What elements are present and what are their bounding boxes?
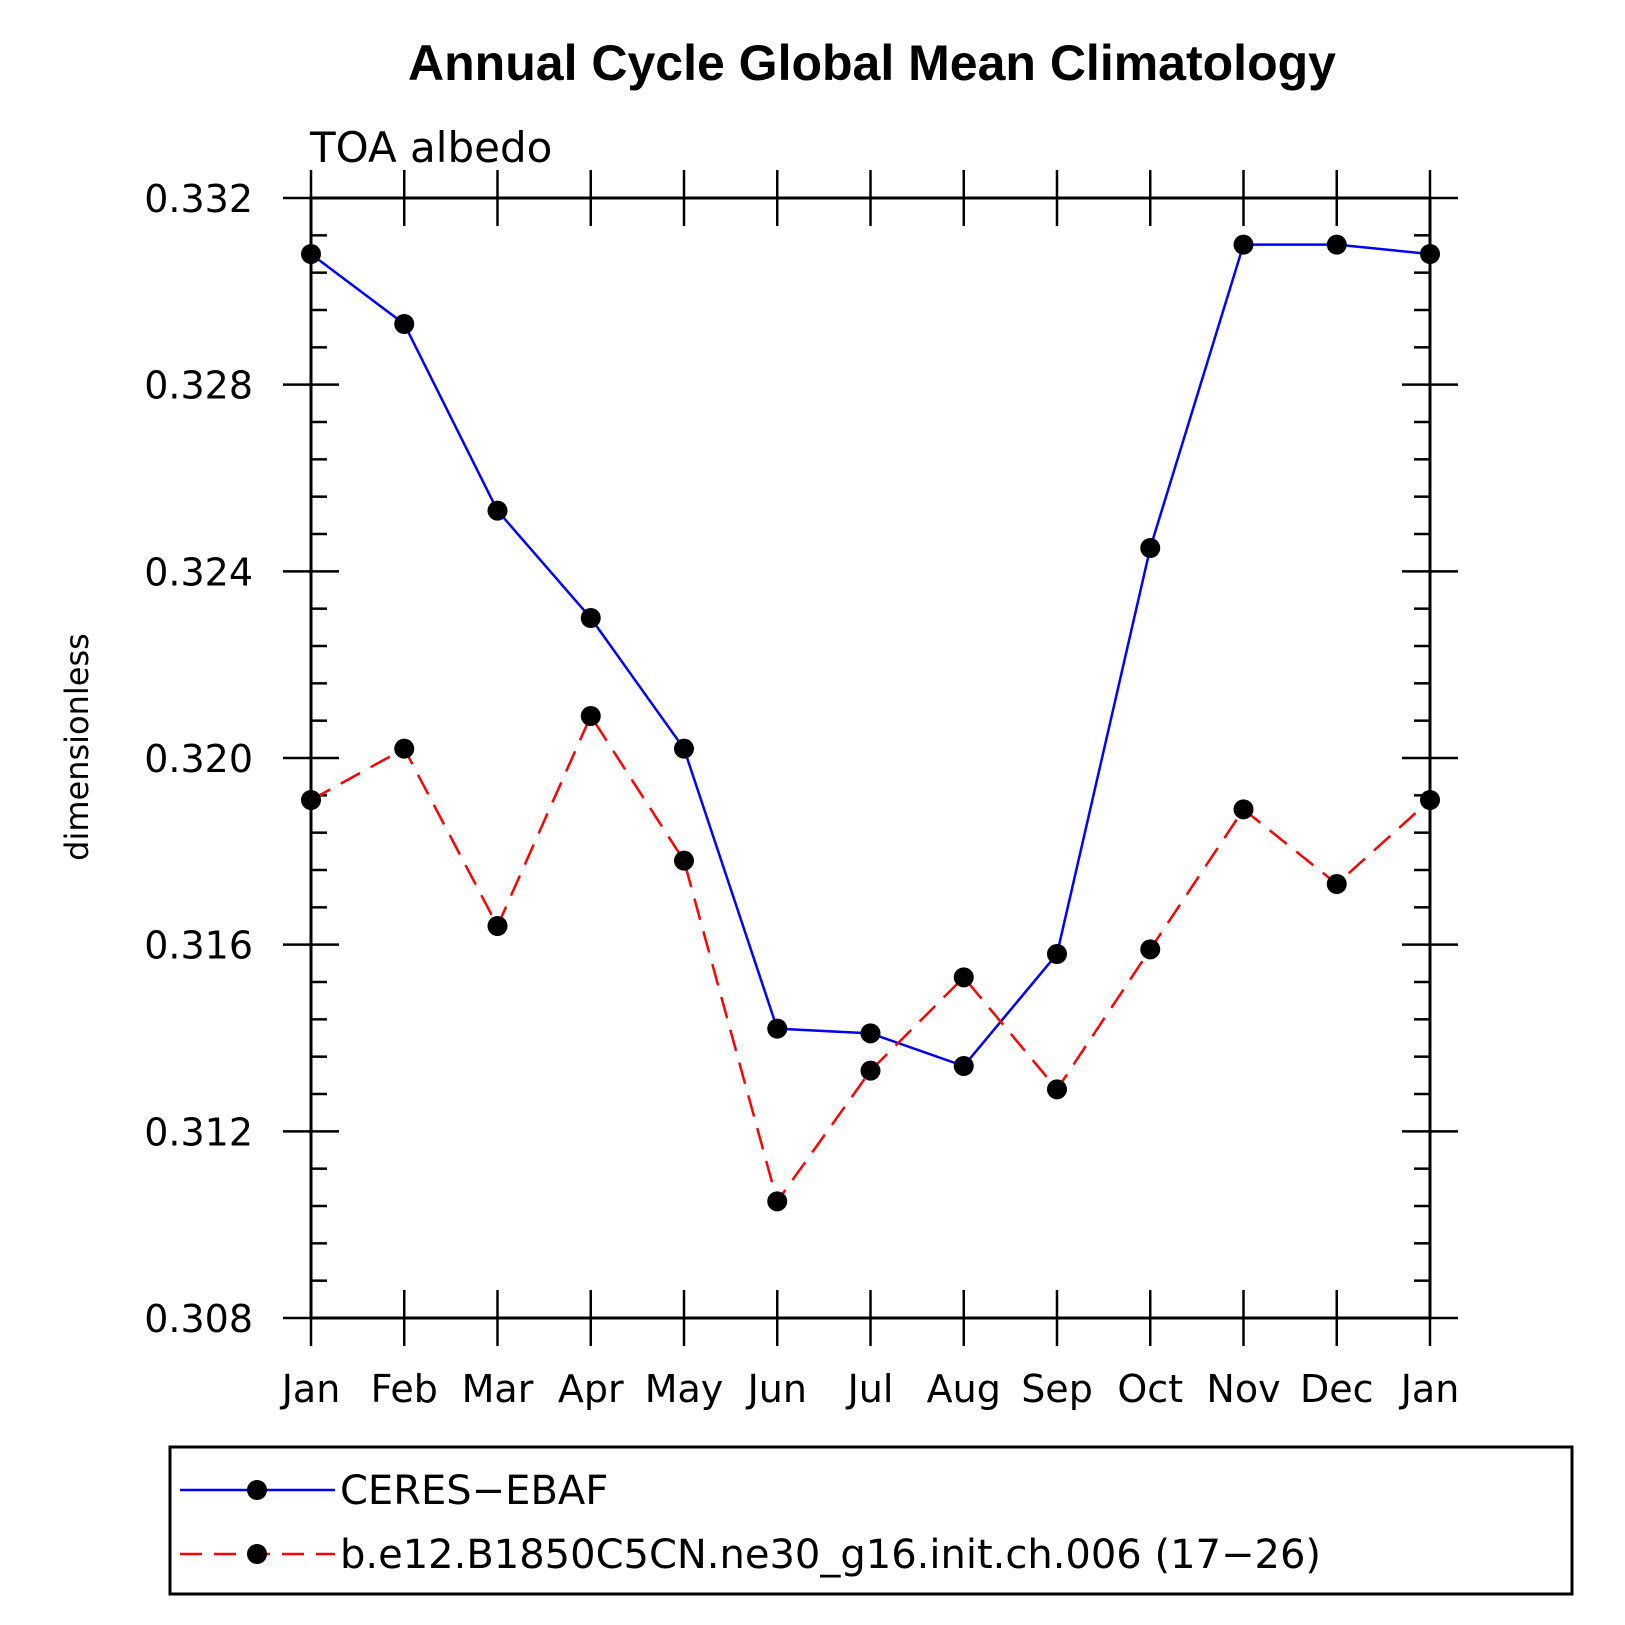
data-point [1420,790,1440,810]
data-point [953,967,974,988]
axis-ticks [283,170,1458,1346]
chart-title: Annual Cycle Global Mean Climatology [408,35,1336,91]
y-tick-label: 0.332 [144,177,253,221]
legend: CERES−EBAF b.e12.B1850C5CN.ne30_g16.init.… [168,1445,1574,1596]
data-point [301,244,321,264]
data-point [394,314,415,334]
y-tick-label: 0.320 [144,737,253,781]
data-point [580,608,601,628]
data-point [1140,939,1161,960]
legend-label: CERES−EBAF [340,1468,608,1514]
series-0 [301,234,1440,1076]
data-point [301,790,321,810]
data-point [953,1056,974,1076]
x-tick-label: Jan [280,1367,341,1411]
y-tick-label: 0.312 [144,1110,253,1154]
data-point [394,738,415,759]
x-tick-label: Oct [1117,1367,1183,1411]
data-point [674,850,694,871]
x-tick-label: Jun [746,1367,807,1411]
x-tick-label: Jul [846,1367,894,1411]
legend-box [168,1445,1574,1596]
data-point [860,1023,881,1044]
y-axis-label: dimensionless [58,633,96,861]
series-1 [301,706,1440,1212]
data-point [767,1191,788,1212]
data-point [487,500,508,521]
data-point [1326,234,1347,255]
data-point [1233,234,1254,255]
x-tick-label: Apr [558,1367,624,1411]
data-point [767,1018,788,1039]
x-tick-label: Sep [1021,1367,1093,1411]
chart-subtitle: TOA albedo [309,123,552,172]
data-point [1420,244,1440,264]
data-point [487,916,508,936]
data-point [1047,1079,1067,1100]
legend-marker [247,1480,267,1500]
data-point [674,738,694,759]
series-layer [301,234,1440,1212]
data-point [1140,538,1161,558]
x-tick-label: May [645,1367,724,1411]
x-tick-label: Aug [927,1367,1001,1411]
x-tick-label: Nov [1206,1367,1280,1411]
y-tick-label: 0.324 [144,550,253,594]
legend-marker [247,1544,267,1564]
x-tick-label: Dec [1300,1367,1374,1411]
x-tick-labels: Jan Feb Mar Apr May Jun Jul Aug Sep Oct Nov Dec Jan [280,1367,1460,1411]
data-point [1326,874,1347,894]
data-point [860,1060,881,1081]
y-tick-label: 0.328 [144,364,253,408]
x-tick-label: Feb [371,1367,438,1411]
plot-frame [309,196,1432,1320]
data-point [1047,944,1067,964]
series-line [310,243,1431,1068]
x-tick-label: Mar [462,1367,534,1411]
series-line [310,713,1431,1205]
y-tick-label: 0.316 [144,924,253,968]
data-point [580,706,601,726]
data-point [1233,799,1254,820]
x-tick-label: Jan [1399,1367,1460,1411]
y-tick-label: 0.308 [144,1297,253,1341]
legend-label: b.e12.B1850C5CN.ne30_g16.init.ch.006 (17… [340,1532,1321,1578]
y-tick-labels: 0.308 0.312 0.316 0.320 0.324 0.328 0.332 [144,177,253,1341]
